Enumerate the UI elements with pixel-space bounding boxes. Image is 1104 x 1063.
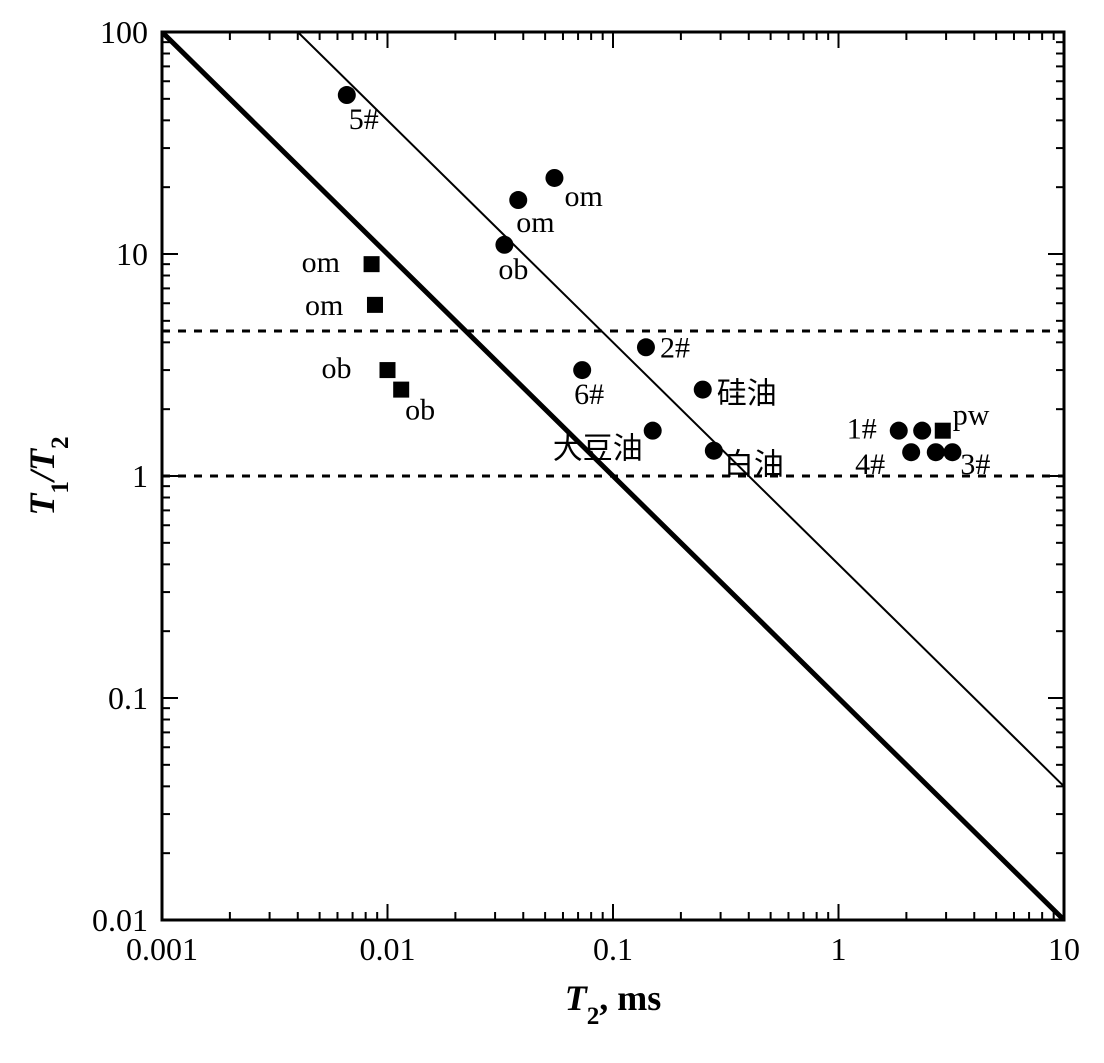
xtick-label: 1 (831, 931, 847, 967)
data-point-circle (694, 381, 712, 399)
scatter-plot: 0.0010.010.11100.010.1110100T2, msT1/T25… (0, 0, 1104, 1063)
data-point-circle (902, 443, 920, 461)
xtick-label: 0.1 (593, 931, 633, 967)
data-label: 5# (349, 103, 379, 136)
chart-bg (0, 0, 1104, 1063)
data-point-circle (637, 338, 655, 356)
xtick-label: 10 (1048, 931, 1080, 967)
ytick-label: 1 (132, 458, 148, 494)
data-point-circle (338, 86, 356, 104)
data-label: 硅油 (717, 378, 777, 411)
data-point-circle (890, 422, 908, 440)
data-label: 4# (855, 448, 885, 481)
ytick-label: 0.01 (92, 902, 148, 938)
data-label: pw (953, 399, 990, 432)
data-label: om (564, 180, 602, 213)
ytick-label: 10 (116, 236, 148, 272)
ytick-label: 0.1 (108, 680, 148, 716)
data-label: om (302, 246, 340, 279)
data-point-circle (545, 169, 563, 187)
data-label: om (516, 206, 554, 239)
data-point-square (380, 362, 396, 378)
data-point-circle (927, 443, 945, 461)
data-point-circle (644, 422, 662, 440)
data-label: 大豆油 (553, 433, 643, 466)
ytick-label: 100 (100, 14, 148, 50)
data-label: 1# (847, 413, 877, 446)
data-point-circle (573, 361, 591, 379)
data-label: ob (498, 253, 528, 286)
data-label: 3# (960, 448, 990, 481)
data-label: ob (405, 394, 435, 427)
data-point-square (364, 256, 380, 272)
chart-container: 0.0010.010.11100.010.1110100T2, msT1/T25… (0, 0, 1104, 1063)
xtick-label: 0.01 (360, 931, 416, 967)
data-label: 白油 (724, 449, 784, 482)
data-label: ob (322, 352, 352, 385)
data-label: 2# (660, 331, 690, 364)
data-label: om (305, 289, 343, 322)
data-point-circle (495, 236, 513, 254)
data-point-circle (913, 422, 931, 440)
data-label: 6# (574, 378, 604, 411)
data-point-circle (705, 442, 723, 460)
data-point-circle (943, 443, 961, 461)
data-point-square (935, 423, 951, 439)
data-point-square (367, 297, 383, 313)
